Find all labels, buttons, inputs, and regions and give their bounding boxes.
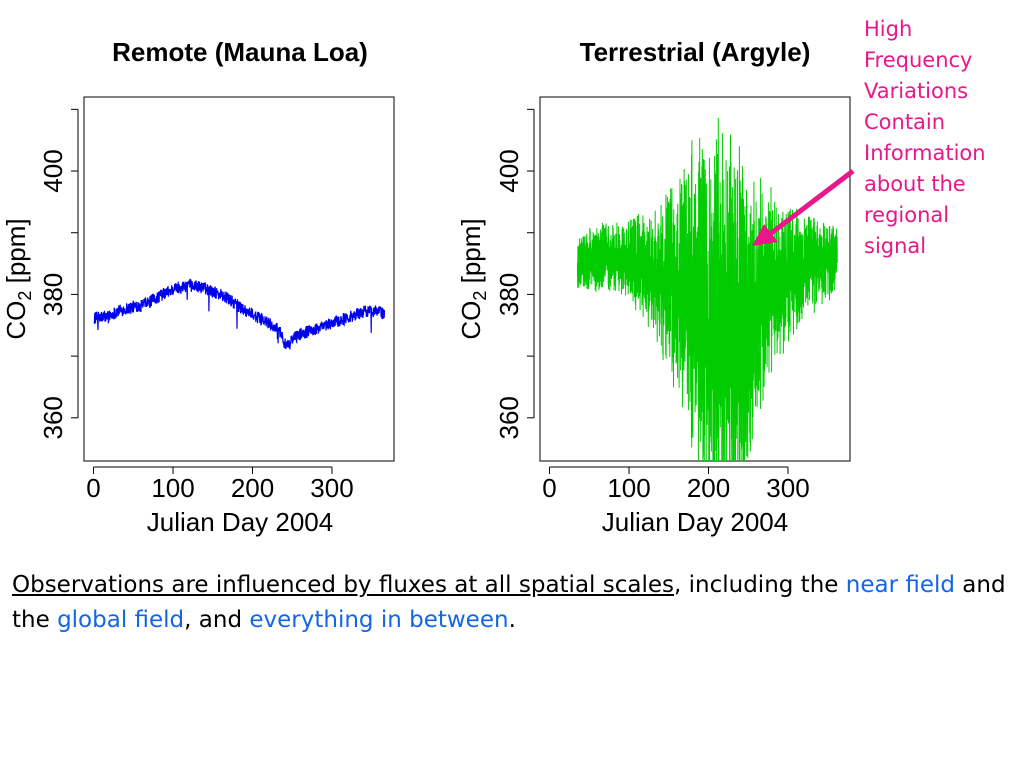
x-tick-label: 200 — [231, 473, 274, 503]
x-tick-label: 200 — [687, 473, 730, 503]
annotation-line: about the — [864, 172, 966, 196]
plot-frame — [539, 96, 851, 462]
x-axis: 0 100 200 300 — [542, 466, 810, 503]
caption-text-1: , including the — [674, 572, 846, 598]
chart-argyle: Terrestrial (Argyle) 0 100 200 300 360 380 40… — [456, 37, 851, 537]
x-tick-label: 0 — [542, 473, 556, 503]
y-label-subscript: 2 — [15, 291, 35, 301]
caption-near-field: near field — [845, 572, 955, 598]
y-axis: 360 380 400 — [494, 108, 535, 440]
x-axis-label: Julian Day 2004 — [602, 507, 788, 537]
caption-text-2: and the — [12, 572, 1006, 633]
chart-title: Remote (Mauna Loa) — [112, 37, 368, 67]
y-label-co: CO — [456, 301, 486, 340]
y-tick-label: 360 — [38, 396, 68, 439]
y-tick-label: 380 — [494, 273, 524, 316]
y-tick-label: 360 — [494, 396, 524, 439]
annotation-line: regional — [864, 203, 950, 227]
x-tick-label: 100 — [151, 473, 194, 503]
caption-text-3: , and — [184, 607, 250, 633]
annotation-line: Frequency — [864, 48, 973, 72]
y-tick-label: 400 — [38, 149, 68, 192]
x-tick-label: 0 — [86, 473, 100, 503]
caption-global-field: global field — [57, 607, 185, 633]
chart-title: Terrestrial (Argyle) — [580, 37, 811, 67]
y-tick-label: 400 — [494, 149, 524, 192]
y-axis-label: CO2 [ppm] — [1, 218, 35, 339]
annotation-text: High Frequency Variations Contain Inform… — [864, 14, 1024, 262]
y-label-unit: [ppm] — [456, 218, 486, 290]
annotation-line: High — [864, 17, 913, 41]
x-tick-label: 300 — [310, 473, 353, 503]
y-label-subscript: 2 — [470, 291, 490, 301]
y-axis: 360 380 400 — [38, 108, 79, 440]
plot-frame — [83, 96, 395, 462]
annotation-line: signal — [864, 234, 927, 258]
y-label-co: CO — [1, 301, 31, 340]
caption-everything-in-between: everything in between — [249, 607, 509, 633]
arrow-head — [752, 224, 778, 246]
chart-mauna-loa: Remote (Mauna Loa) 0 100 200 300 360380400 … — [1, 37, 395, 537]
annotation-arrow — [752, 169, 855, 246]
caption-text-4: . — [508, 607, 516, 633]
x-tick-label: 300 — [766, 473, 809, 503]
x-axis-label: Julian Day 2004 — [147, 507, 333, 537]
arrow-shaft — [768, 169, 855, 236]
y-tick-label: 380 — [38, 273, 68, 316]
caption-underlined: Observations are influenced by fluxes at… — [12, 572, 674, 598]
y-label-unit: [ppm] — [1, 218, 31, 290]
x-axis: 0 100 200 300 — [86, 466, 354, 503]
co2-series-line — [576, 117, 838, 462]
annotation-line: Variations — [864, 79, 969, 103]
x-tick-label: 100 — [607, 473, 650, 503]
co2-series-line — [93, 278, 386, 350]
annotation-line: Information — [864, 141, 986, 165]
caption-text: Observations are influenced by fluxes at… — [12, 568, 1012, 638]
annotation-line: Contain — [864, 110, 946, 134]
y-axis-label: CO2 [ppm] — [456, 218, 490, 339]
